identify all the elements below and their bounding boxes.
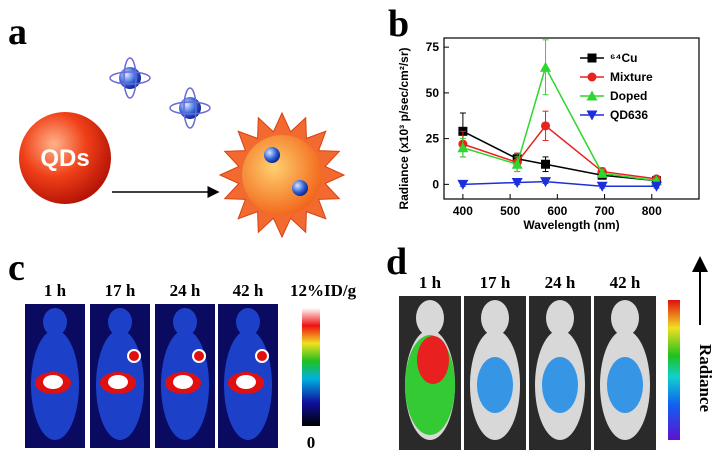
y-axis-label: Radiance (x10³ p/sec/cm²/sr) [397, 47, 411, 209]
mouse-head [546, 300, 574, 336]
marker [596, 167, 608, 178]
legend-label: Doped [610, 89, 647, 103]
marker [511, 158, 523, 169]
uptake-core [43, 375, 63, 389]
scale-label: Radiance [696, 344, 714, 412]
panel-label: c [8, 247, 25, 289]
qd-label: QDs [40, 145, 89, 172]
y-tick-label: 25 [426, 132, 440, 146]
qd-sphere [19, 112, 111, 204]
colorbar [302, 308, 320, 426]
x-axis-label: Wavelength (nm) [523, 218, 619, 232]
uptake-core [173, 375, 193, 389]
time-label: 17 h [480, 273, 511, 292]
legend-marker [587, 53, 597, 63]
legend-label: QD636 [610, 108, 648, 122]
series-line [462, 65, 657, 182]
signal [607, 357, 643, 413]
plot-frame [443, 37, 700, 200]
pet-images: 1 h 17 h 24 h 42 h [25, 281, 278, 448]
uptake-core [236, 375, 256, 389]
marker [541, 121, 551, 131]
legend-marker [586, 110, 598, 121]
mouse-head [611, 300, 639, 336]
isotope-atoms [109, 57, 211, 129]
marker [540, 177, 552, 188]
x-tick-label: 800 [642, 204, 662, 218]
marker [511, 178, 523, 189]
colorbar [668, 300, 680, 440]
marker [457, 142, 469, 153]
time-label: 24 h [170, 281, 201, 300]
x-tick-label: 700 [595, 204, 615, 218]
time-label: 1 h [419, 273, 442, 292]
time-label: 42 h [233, 281, 264, 300]
series-line [462, 124, 657, 180]
y-tick-label: 50 [426, 86, 440, 100]
time-label: 42 h [610, 273, 641, 292]
head [173, 308, 197, 336]
scale-max: 12%ID/g [290, 281, 357, 300]
marker [457, 179, 469, 190]
panel-label: a [8, 11, 27, 53]
uptake-core [108, 375, 128, 389]
time-label: 1 h [44, 281, 67, 300]
uptake-spot [127, 349, 141, 363]
marker [540, 61, 552, 72]
panel-label: d [386, 241, 407, 283]
time-label: 17 h [105, 281, 136, 300]
signal [542, 357, 578, 413]
head [108, 308, 132, 336]
marker [596, 181, 608, 192]
time-label: 24 h [545, 273, 576, 292]
optical-images: 1 h 17 h 24 h 42 h [399, 273, 656, 450]
y-tick-label: 75 [426, 40, 440, 54]
marker [541, 159, 551, 169]
doped-qd [218, 111, 346, 239]
x-tick-label: 600 [547, 204, 567, 218]
legend-marker [586, 90, 598, 101]
series-line [462, 180, 657, 187]
x-tick-label: 400 [453, 204, 473, 218]
scale-min: 0 [307, 433, 316, 452]
marker [651, 181, 662, 192]
signal-core [417, 336, 449, 384]
head [43, 308, 67, 336]
y-tick-label: 0 [432, 177, 439, 191]
signal [477, 357, 513, 413]
head [236, 308, 260, 336]
mouse-head [416, 300, 444, 336]
x-tick-label: 500 [500, 204, 520, 218]
mouse-head [481, 300, 509, 336]
chart: 400 500 600 700 800 0 25 50 75 Wavelength (nm) Rad… [397, 37, 700, 232]
legend-marker [587, 72, 597, 82]
uptake-spot [192, 349, 206, 363]
legend-label: Mixture [610, 70, 653, 84]
legend-label: ⁶⁴Cu [610, 51, 637, 65]
uptake-spot [255, 349, 269, 363]
panel-label: b [388, 3, 409, 45]
